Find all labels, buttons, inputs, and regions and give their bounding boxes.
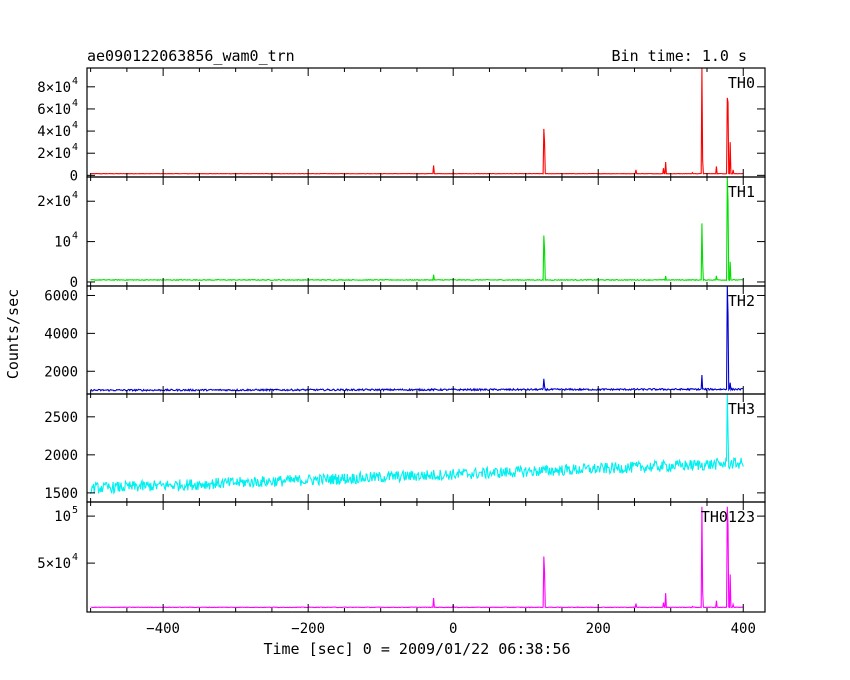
panel-name-label: TH3 <box>728 400 755 418</box>
y-tick-label: 2000 <box>44 448 78 464</box>
panel-frame <box>86 67 766 178</box>
series-line <box>90 394 744 495</box>
y-axis-title: Counts/sec <box>4 289 22 379</box>
y-tick-exponent: 4 <box>72 76 78 87</box>
y-tick-label: 5×10 <box>37 556 71 572</box>
series-line <box>90 68 744 175</box>
series-line <box>90 506 744 609</box>
y-tick-exponent: 4 <box>72 231 78 242</box>
y-tick-exponent: 5 <box>72 505 78 516</box>
panel-frame <box>86 501 766 613</box>
y-tick-label: 2000 <box>44 364 78 380</box>
y-tick-exponent: 4 <box>72 142 78 153</box>
panel-frame <box>86 176 766 287</box>
y-tick-exponent: 4 <box>72 120 78 131</box>
series-line <box>90 177 744 282</box>
panel-name-label: TH0123 <box>701 508 755 526</box>
x-tick-label: −400 <box>146 621 180 637</box>
chart-title: ae090122063856_wam0_trn <box>87 47 295 65</box>
y-tick-label: 2×10 <box>37 194 71 210</box>
x-axis-title: Time [sec] 0 = 2009/01/22 06:38:56 <box>263 640 570 658</box>
y-tick-label: 10 <box>54 235 71 251</box>
x-tick-label: 400 <box>731 621 756 637</box>
panel-name-label: TH1 <box>728 183 755 201</box>
panel-frame <box>86 285 766 395</box>
y-tick-exponent: 4 <box>72 190 78 201</box>
y-tick-label: 8×10 <box>37 80 71 96</box>
y-tick-exponent: 4 <box>72 98 78 109</box>
y-tick-label: 4×10 <box>37 124 71 140</box>
y-tick-label: 10 <box>54 509 71 525</box>
y-tick-label: 2×10 <box>37 146 71 162</box>
y-tick-label: 6000 <box>44 288 78 304</box>
y-tick-exponent: 4 <box>72 552 78 563</box>
y-tick-label: 1500 <box>44 486 78 502</box>
bin-time-label: Bin time: 1.0 s <box>612 47 747 65</box>
series-line <box>90 286 744 392</box>
panel-name-label: TH2 <box>728 292 755 310</box>
x-tick-label: −200 <box>291 621 325 637</box>
x-tick-label: 200 <box>586 621 611 637</box>
y-tick-label: 6×10 <box>37 102 71 118</box>
y-tick-label: 0 <box>70 275 78 291</box>
y-tick-label: 0 <box>70 168 78 184</box>
y-tick-label: 2500 <box>44 410 78 426</box>
x-tick-label: 0 <box>449 621 457 637</box>
panel-name-label: TH0 <box>728 74 755 92</box>
y-tick-label: 4000 <box>44 326 78 342</box>
